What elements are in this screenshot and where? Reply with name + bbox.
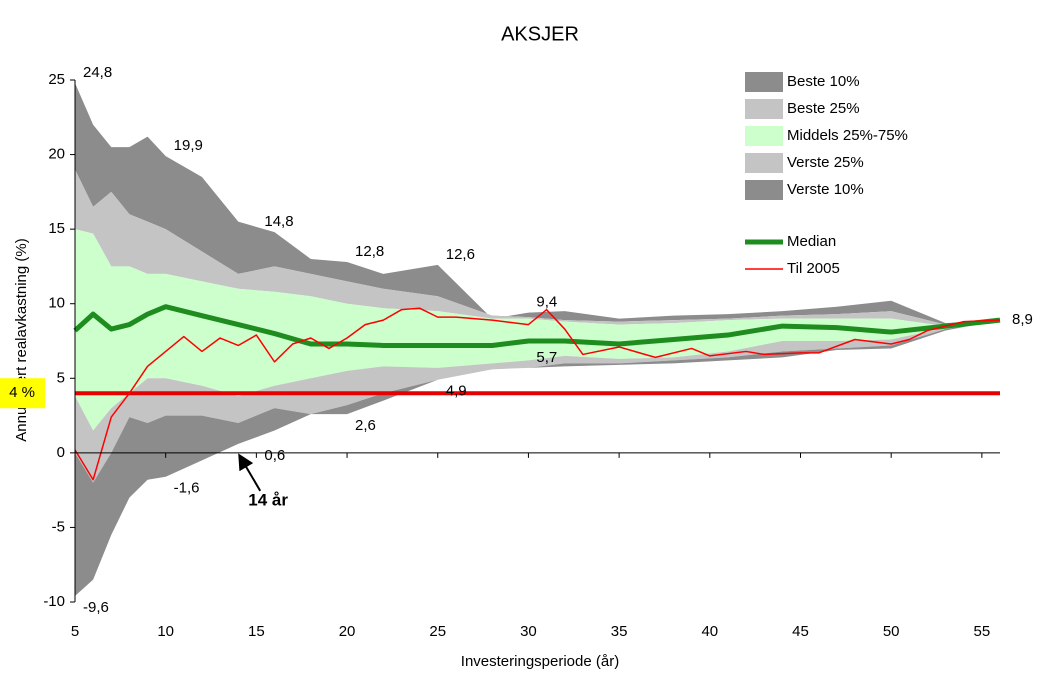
x-tick-label: 30 bbox=[520, 623, 537, 640]
data-label: -1,6 bbox=[174, 480, 200, 497]
legend-swatch bbox=[745, 126, 783, 146]
line bbox=[73, 304, 1001, 348]
data-label: 19,9 bbox=[174, 137, 203, 154]
legend-label: Middels 25%-75% bbox=[787, 127, 908, 144]
chart-title: AKSJER bbox=[501, 23, 579, 45]
x-tick-label: 25 bbox=[429, 623, 446, 640]
x-tick-label: 10 bbox=[157, 623, 174, 640]
data-label: 2,6 bbox=[355, 417, 376, 434]
legend-swatch bbox=[745, 180, 783, 200]
data-label: 14,8 bbox=[264, 213, 293, 230]
x-tick-label: 5 bbox=[71, 623, 79, 640]
legend-swatch bbox=[745, 153, 783, 173]
legend-label: Til 2005 bbox=[787, 260, 840, 277]
data-label: 5,7 bbox=[536, 349, 557, 366]
x-tick-label: 15 bbox=[248, 623, 265, 640]
data-label: 0,6 bbox=[264, 447, 285, 464]
legend-swatch bbox=[745, 72, 783, 92]
arrow-label: 14 år bbox=[248, 490, 288, 509]
legend-swatch bbox=[745, 99, 783, 119]
data-label: 12,6 bbox=[446, 246, 475, 263]
reference-label: 4 % bbox=[9, 384, 35, 401]
y-tick-label: 25 bbox=[48, 71, 65, 88]
data-label: 4,9 bbox=[446, 383, 467, 400]
line bbox=[74, 307, 1001, 481]
y-tick-label: 5 bbox=[57, 369, 65, 386]
y-tick-label: -5 bbox=[52, 518, 65, 535]
data-label: 8,9 bbox=[1012, 311, 1033, 328]
x-tick-label: 55 bbox=[974, 623, 991, 640]
reference-label-bg bbox=[0, 378, 45, 409]
x-tick-label: 35 bbox=[611, 623, 628, 640]
legend-label: Median bbox=[787, 233, 836, 250]
legend-label: Verste 25% bbox=[787, 154, 864, 171]
x-tick-label: 50 bbox=[883, 623, 900, 640]
legend-label: Verste 10% bbox=[787, 181, 864, 198]
band bbox=[75, 82, 1000, 325]
y-tick-label: 20 bbox=[48, 146, 65, 163]
y-tick-label: 15 bbox=[48, 220, 65, 237]
legend-label: Beste 25% bbox=[787, 100, 860, 117]
y-axis-title: Annualisert realavkastning (%) bbox=[13, 238, 30, 441]
y-tick-label: -10 bbox=[43, 593, 65, 610]
band bbox=[75, 320, 1000, 483]
arrow bbox=[238, 453, 262, 492]
x-axis-title: Investeringsperiode (år) bbox=[461, 653, 619, 670]
data-label: -9,6 bbox=[83, 599, 109, 616]
x-tick-label: 45 bbox=[792, 623, 809, 640]
y-tick-label: 10 bbox=[48, 295, 65, 312]
band bbox=[75, 169, 1000, 327]
legend-label: Beste 10% bbox=[787, 73, 860, 90]
data-label: 9,4 bbox=[536, 294, 557, 311]
x-tick-label: 20 bbox=[339, 623, 356, 640]
band bbox=[75, 229, 1000, 431]
data-label: 12,8 bbox=[355, 243, 384, 260]
y-tick-label: 0 bbox=[57, 444, 65, 461]
x-tick-label: 40 bbox=[701, 623, 718, 640]
data-label: 24,8 bbox=[83, 64, 112, 81]
